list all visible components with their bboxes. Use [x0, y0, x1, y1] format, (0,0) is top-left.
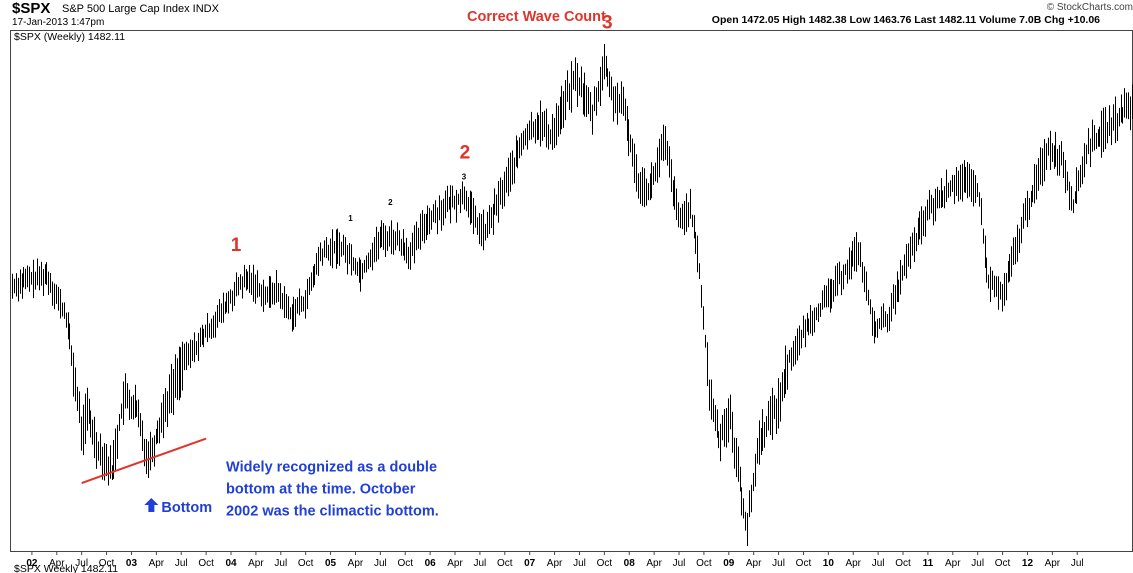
x-tick-label: Apr — [348, 558, 364, 569]
support-trendline — [81, 437, 207, 485]
chart-legend: $SPX (Weekly) 1482.11 — [14, 31, 125, 43]
bottom-marker: Bottom — [144, 497, 212, 516]
x-tick-label: Jul — [75, 558, 88, 569]
bottom-label: Bottom — [161, 500, 212, 516]
chart-symbol: $SPX — [12, 0, 51, 17]
x-tick-label: Jul — [772, 558, 785, 569]
x-tick-label: 10 — [823, 558, 835, 569]
x-tick-label: Oct — [597, 558, 613, 569]
x-tick-label: Apr — [646, 558, 662, 569]
x-tick-label: Oct — [696, 558, 712, 569]
x-tick-label: Jul — [474, 558, 487, 569]
x-tick-label: 03 — [126, 558, 138, 569]
x-tick-label: Apr — [248, 558, 264, 569]
price-bars — [12, 44, 1133, 547]
up-arrow-icon — [144, 497, 159, 512]
x-tick-label: 09 — [723, 558, 735, 569]
wave-label: 2 — [460, 142, 471, 163]
note-line: Widely recognized as a double — [226, 459, 437, 475]
x-tick-label: Jul — [872, 558, 885, 569]
x-tick-label: Oct — [198, 558, 214, 569]
wave-label: 3 — [602, 12, 613, 33]
bottom-legend: $SPX Weekly 1482.11 — [14, 563, 118, 573]
x-tick-label: Oct — [298, 558, 314, 569]
price-stats: Open 1472.05 High 1482.38 Low 1463.76 La… — [711, 14, 1100, 26]
subwave-label: 1 — [348, 214, 353, 223]
x-tick-label: Jul — [573, 558, 586, 569]
x-tick-label: Apr — [845, 558, 861, 569]
x-tick-label: Jul — [1071, 558, 1084, 569]
x-tick-label: Apr — [945, 558, 961, 569]
x-tick-label: Apr — [49, 558, 65, 569]
x-tick-label: 02 — [26, 558, 38, 569]
x-tick-label: Jul — [274, 558, 287, 569]
note-line: bottom at the time. October — [226, 481, 416, 497]
x-tick-label: Jul — [175, 558, 188, 569]
x-tick-label: Apr — [547, 558, 563, 569]
x-tick-label: Jul — [374, 558, 387, 569]
x-tick-label: Jul — [971, 558, 984, 569]
annotation-note: Widely recognized as a double bottom at … — [226, 459, 439, 519]
index-name: S&P 500 Large Cap Index INDX — [62, 3, 219, 15]
wave-label: 1 — [231, 235, 242, 256]
x-tick-label: 07 — [524, 558, 536, 569]
x-tick-label: 12 — [1022, 558, 1034, 569]
x-axis-ticks: 02 Apr Jul Oct 03 Apr Jul Oct 04 Apr Jul Oct 05 Apr Ju… — [26, 551, 1084, 569]
wave-annotations: 1 2 3 1 2 3 — [231, 12, 613, 256]
x-tick-label: Jul — [673, 558, 686, 569]
copyright-text: © StockCharts.com — [1046, 2, 1133, 13]
x-tick-label: Apr — [447, 558, 463, 569]
x-tick-label: Apr — [1045, 558, 1061, 569]
x-tick-label: 08 — [624, 558, 636, 569]
x-tick-label: Oct — [497, 558, 513, 569]
x-tick-label: Oct — [796, 558, 812, 569]
note-line: 2002 was the climactic bottom. — [226, 503, 439, 519]
x-tick-label: Oct — [99, 558, 115, 569]
x-tick-label: 11 — [923, 558, 934, 569]
x-tick-label: 05 — [325, 558, 337, 569]
x-tick-label: 04 — [225, 558, 237, 569]
subwave-label: 2 — [388, 198, 393, 207]
x-tick-label: Apr — [746, 558, 762, 569]
x-tick-label: Oct — [895, 558, 911, 569]
x-tick-label: Oct — [397, 558, 413, 569]
subwave-label: 3 — [462, 173, 467, 182]
x-tick-label: Apr — [149, 558, 165, 569]
x-tick-label: 06 — [425, 558, 437, 569]
chart-title: Correct Wave Count — [467, 9, 606, 25]
x-tick-label: Oct — [995, 558, 1011, 569]
chart-date: 17-Jan-2013 1:47pm — [12, 17, 105, 28]
